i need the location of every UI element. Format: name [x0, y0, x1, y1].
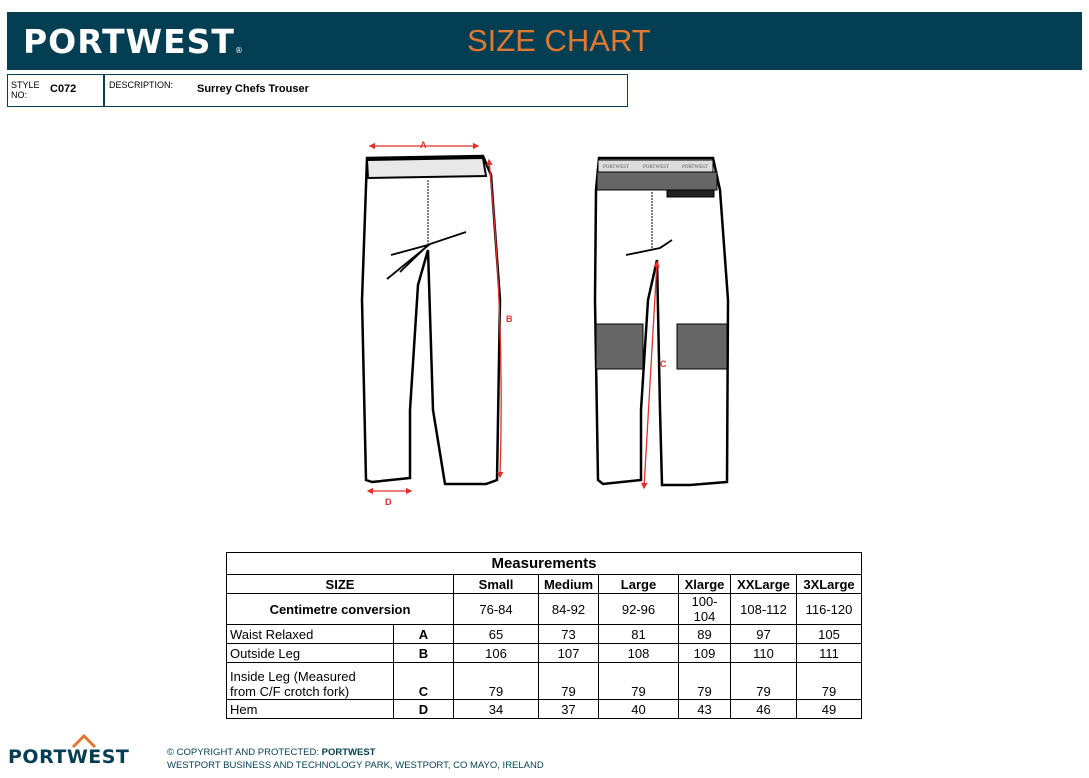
table-cell: 79: [678, 662, 731, 700]
brand-text: PORTWEST: [23, 22, 235, 61]
arrow-c: [641, 260, 660, 490]
size-label: SIZE: [226, 574, 454, 594]
label-b: B: [506, 314, 513, 324]
size-header: XXLarge: [730, 574, 797, 594]
svg-text:PORTWEST: PORTWEST: [643, 165, 669, 170]
row-label: Outside Leg: [226, 643, 394, 663]
table-cell: 116-120: [796, 593, 862, 625]
table-row: Hem D 34 37 40 43 46 49: [226, 699, 862, 719]
label-c: C: [660, 359, 667, 369]
row-code: C: [393, 662, 454, 700]
table-cell: 73: [538, 624, 599, 644]
registered-mark: ®: [234, 46, 244, 55]
table-cell: 105: [796, 624, 862, 644]
footer-logo: PORTWEST: [8, 746, 130, 768]
description-label: DESCRIPTION:: [109, 80, 174, 90]
measurement-arrows: [366, 142, 660, 495]
back-view-trouser: PORTWEST PORTWEST PORTWEST: [593, 156, 730, 487]
style-label: STYLE NO:: [11, 80, 40, 100]
table-cell: 37: [538, 699, 599, 719]
table-cell: 76-84: [453, 593, 539, 625]
footer-logo-mountain-icon: [71, 734, 97, 748]
copyright-text: © COPYRIGHT AND PROTECTED:: [167, 747, 322, 758]
table-cell: 97: [730, 624, 797, 644]
footer-text: © COPYRIGHT AND PROTECTED: PORTWEST WEST…: [167, 746, 544, 772]
table-cell: 79: [598, 662, 679, 700]
description-box: DESCRIPTION: Surrey Chefs Trouser: [104, 74, 628, 107]
table-cell: 109: [678, 643, 731, 663]
table-cell: 65: [453, 624, 539, 644]
table-cell: 106: [453, 643, 539, 663]
measurements-table: Measurements SIZE Small Medium Large Xla…: [226, 552, 862, 719]
table-cell: 108: [598, 643, 679, 663]
size-header: Small: [453, 574, 539, 594]
table-cell: 108-112: [730, 593, 797, 625]
arrow-b: [486, 158, 504, 479]
table-cell: 81: [598, 624, 679, 644]
table-cell: 84-92: [538, 593, 599, 625]
size-header: Large: [598, 574, 679, 594]
description-value: Surrey Chefs Trouser: [197, 83, 309, 95]
table-title: Measurements: [226, 552, 862, 575]
size-header: Xlarge: [678, 574, 731, 594]
table-row: Waist Relaxed A 65 73 81 89 97 105: [226, 624, 862, 644]
style-number: C072: [50, 83, 77, 95]
size-header: Medium: [538, 574, 599, 594]
table-cell: 92-96: [598, 593, 679, 625]
trouser-drawings: PORTWEST PORTWEST PORTWEST A B C D: [360, 140, 730, 507]
table-cell: 107: [538, 643, 599, 663]
row-label: Inside Leg (Measured from C/F crotch fork…: [226, 662, 394, 700]
row-label: Hem: [226, 699, 394, 719]
table-cell: 43: [678, 699, 731, 719]
row-code: B: [393, 643, 454, 663]
row-code: A: [393, 624, 454, 644]
table-row: Outside Leg B 106 107 108 109 110 111: [226, 643, 862, 663]
table-row: Inside Leg (Measured from C/F crotch fork…: [226, 662, 862, 700]
size-header: 3XLarge: [796, 574, 862, 594]
row-code: D: [393, 699, 454, 719]
copyright-owner: PORTWEST: [321, 747, 376, 758]
svg-text:PORTWEST: PORTWEST: [682, 165, 708, 170]
table-cell: 79: [796, 662, 862, 700]
waistband-text: PORTWEST: [603, 165, 629, 170]
table-cell: 79: [453, 662, 539, 700]
table-cell: 100-104: [678, 593, 731, 625]
table-cell: 46: [730, 699, 797, 719]
table-cell: 110: [730, 643, 797, 663]
row-label: Waist Relaxed: [226, 624, 394, 644]
address-text: WESTPORT BUSINESS AND TECHNOLOGY PARK, W…: [167, 760, 544, 771]
header-banner: PORTWEST® SIZE CHART: [7, 12, 1082, 70]
style-box: STYLE NO: C072: [7, 74, 104, 107]
label-a: A: [420, 140, 427, 150]
conversion-row: Centimetre conversion 76-84 84-92 92-96 …: [226, 593, 862, 625]
table-cell: 40: [598, 699, 679, 719]
table-cell: 111: [796, 643, 862, 663]
table-cell: 79: [538, 662, 599, 700]
portwest-logo: PORTWEST®: [23, 22, 244, 61]
conversion-label: Centimetre conversion: [226, 593, 454, 625]
label-d: D: [385, 497, 392, 507]
size-header-row: SIZE Small Medium Large Xlarge XXLarge 3…: [226, 574, 862, 594]
table-cell: 89: [678, 624, 731, 644]
table-cell: 34: [453, 699, 539, 719]
table-cell: 79: [730, 662, 797, 700]
table-cell: 49: [796, 699, 862, 719]
front-view-trouser: [360, 154, 502, 486]
page-title: SIZE CHART: [467, 23, 651, 58]
